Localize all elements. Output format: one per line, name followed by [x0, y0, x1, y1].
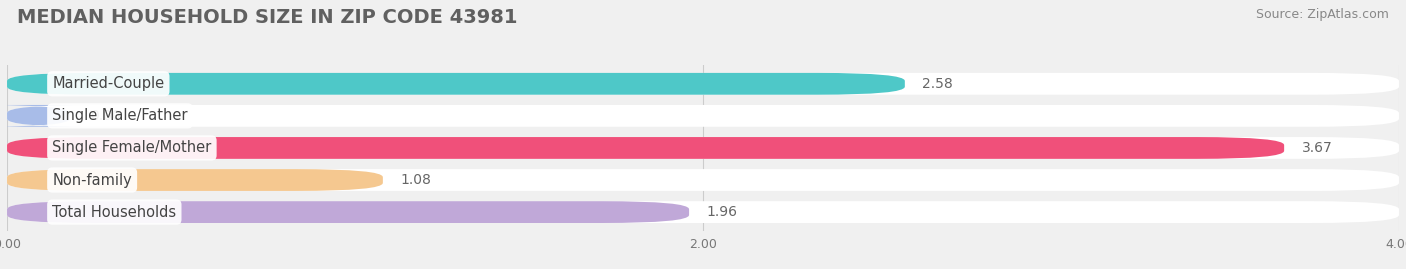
- Text: 1.08: 1.08: [401, 173, 432, 187]
- Text: 0.00: 0.00: [90, 109, 121, 123]
- FancyBboxPatch shape: [0, 105, 94, 127]
- FancyBboxPatch shape: [7, 201, 1399, 223]
- FancyBboxPatch shape: [7, 105, 1399, 127]
- FancyBboxPatch shape: [7, 169, 1399, 191]
- Text: Single Female/Mother: Single Female/Mother: [52, 140, 211, 155]
- FancyBboxPatch shape: [7, 73, 1399, 95]
- FancyBboxPatch shape: [7, 169, 382, 191]
- Text: Total Households: Total Households: [52, 205, 176, 220]
- Text: Source: ZipAtlas.com: Source: ZipAtlas.com: [1256, 8, 1389, 21]
- Text: Single Male/Father: Single Male/Father: [52, 108, 188, 123]
- FancyBboxPatch shape: [7, 201, 689, 223]
- Text: 1.96: 1.96: [706, 205, 738, 219]
- FancyBboxPatch shape: [7, 137, 1399, 159]
- FancyBboxPatch shape: [7, 137, 1284, 159]
- Text: 2.58: 2.58: [922, 77, 953, 91]
- FancyBboxPatch shape: [7, 73, 905, 95]
- Text: MEDIAN HOUSEHOLD SIZE IN ZIP CODE 43981: MEDIAN HOUSEHOLD SIZE IN ZIP CODE 43981: [17, 8, 517, 27]
- Text: 3.67: 3.67: [1302, 141, 1333, 155]
- Text: Married-Couple: Married-Couple: [52, 76, 165, 91]
- Text: Non-family: Non-family: [52, 172, 132, 187]
